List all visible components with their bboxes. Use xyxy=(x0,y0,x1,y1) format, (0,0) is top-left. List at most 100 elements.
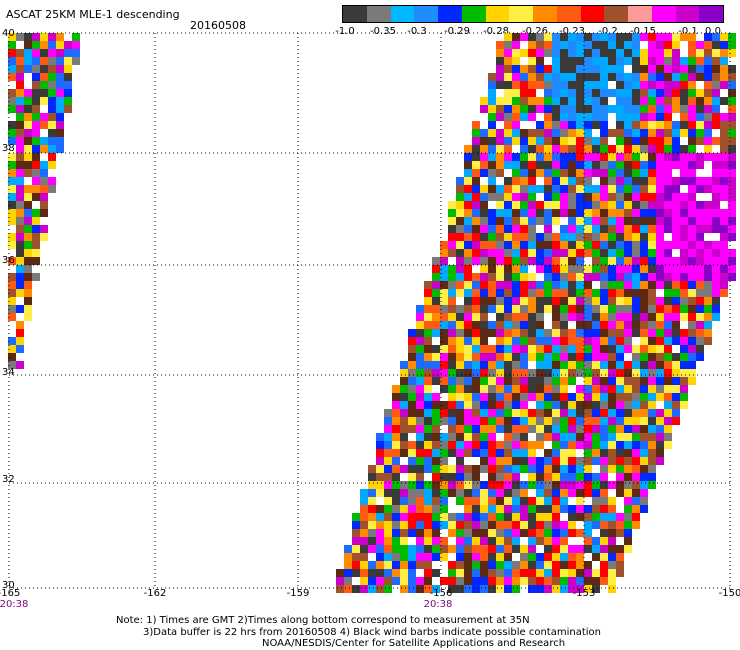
swath-cell xyxy=(376,505,384,513)
swath-cell xyxy=(712,113,720,121)
swath-cell xyxy=(680,305,688,313)
swath-cell xyxy=(552,65,560,73)
swath-cell xyxy=(632,513,640,521)
swath-cell xyxy=(680,177,688,185)
swath-cell xyxy=(512,497,520,505)
swath-cell xyxy=(472,289,480,297)
swath-cell xyxy=(608,65,616,73)
swath-cell xyxy=(368,577,376,585)
swath-cell xyxy=(616,33,624,41)
swath-cell xyxy=(608,417,616,425)
swath-cell xyxy=(536,129,544,137)
swath-cell xyxy=(536,505,544,513)
swath-cell xyxy=(424,361,432,369)
swath-cell xyxy=(544,281,552,289)
swath-cell xyxy=(592,537,600,545)
swath-cell xyxy=(656,449,664,457)
swath-cell xyxy=(584,577,592,585)
swath-cell xyxy=(464,201,472,209)
swath-cell xyxy=(64,89,72,97)
swath-cell xyxy=(448,417,456,425)
swath-cell xyxy=(568,41,576,49)
swath-cell xyxy=(432,353,440,361)
swath-cell xyxy=(640,449,648,457)
swath-cell xyxy=(544,113,552,121)
swath-cell xyxy=(608,385,616,393)
swath-cell xyxy=(656,265,664,273)
swath-cell xyxy=(568,97,576,105)
swath-cell xyxy=(592,105,600,113)
swath-cell xyxy=(672,137,680,145)
swath-cell xyxy=(480,257,488,265)
swath-cell xyxy=(680,217,688,225)
swath-cell xyxy=(48,89,56,97)
swath-cell xyxy=(608,393,616,401)
swath-cell xyxy=(432,313,440,321)
swath-cell xyxy=(576,153,584,161)
swath-cell xyxy=(424,513,432,521)
swath-cell xyxy=(480,529,488,537)
swath-cell xyxy=(512,521,520,529)
swath-cell xyxy=(448,425,456,433)
swath-cell xyxy=(624,81,632,89)
swath-cell xyxy=(664,137,672,145)
swath-cell xyxy=(456,313,464,321)
swath-cell xyxy=(576,49,584,57)
swath-cell xyxy=(720,145,728,153)
swath-cell xyxy=(640,497,648,505)
colorbar-segment xyxy=(556,6,581,22)
swath-cell xyxy=(376,457,384,465)
swath-cell xyxy=(648,49,656,57)
swath-cell xyxy=(632,89,640,97)
swath-cell xyxy=(536,97,544,105)
swath-cell xyxy=(472,177,480,185)
swath-cell xyxy=(704,121,712,129)
swath-cell xyxy=(392,417,400,425)
swath-cell xyxy=(488,233,496,241)
swath-cell xyxy=(688,361,696,369)
swath-cell xyxy=(568,233,576,241)
swath-cell xyxy=(480,465,488,473)
swath-cell xyxy=(552,137,560,145)
swath-cell xyxy=(384,545,392,553)
swath-cell xyxy=(24,137,32,145)
swath-cell xyxy=(488,537,496,545)
swath-cell xyxy=(632,425,640,433)
swath-cell xyxy=(560,201,568,209)
swath-cell xyxy=(488,193,496,201)
swath-cell xyxy=(512,41,520,49)
swath-cell xyxy=(16,57,24,65)
swath-cell xyxy=(600,169,608,177)
swath-cell xyxy=(496,217,504,225)
swath-cell xyxy=(568,265,576,273)
swath-cell xyxy=(640,465,648,473)
swath-cell xyxy=(360,489,368,497)
swath-cell xyxy=(416,497,424,505)
swath-cell xyxy=(504,545,512,553)
swath-cell xyxy=(496,257,504,265)
swath-cell xyxy=(640,121,648,129)
swath-cell xyxy=(544,289,552,297)
swath-cell xyxy=(688,337,696,345)
swath-cell xyxy=(504,105,512,113)
swath-cell xyxy=(456,425,464,433)
swath-cell xyxy=(488,377,496,385)
swath-cell xyxy=(496,505,504,513)
swath-cell xyxy=(472,409,480,417)
swath-cell xyxy=(720,193,728,201)
swath-cell xyxy=(688,121,696,129)
swath-cell xyxy=(640,249,648,257)
swath-cell xyxy=(488,105,496,113)
swath-cell xyxy=(552,529,560,537)
swath-cell xyxy=(456,497,464,505)
swath-cell xyxy=(680,225,688,233)
swath-cell xyxy=(472,145,480,153)
swath-cell xyxy=(8,33,16,41)
swath-cell xyxy=(704,249,712,257)
swath-cell xyxy=(40,41,48,49)
swath-cell xyxy=(568,57,576,65)
swath-cell xyxy=(504,81,512,89)
swath-cell xyxy=(384,577,392,585)
swath-cell xyxy=(600,129,608,137)
swath-cell xyxy=(568,113,576,121)
